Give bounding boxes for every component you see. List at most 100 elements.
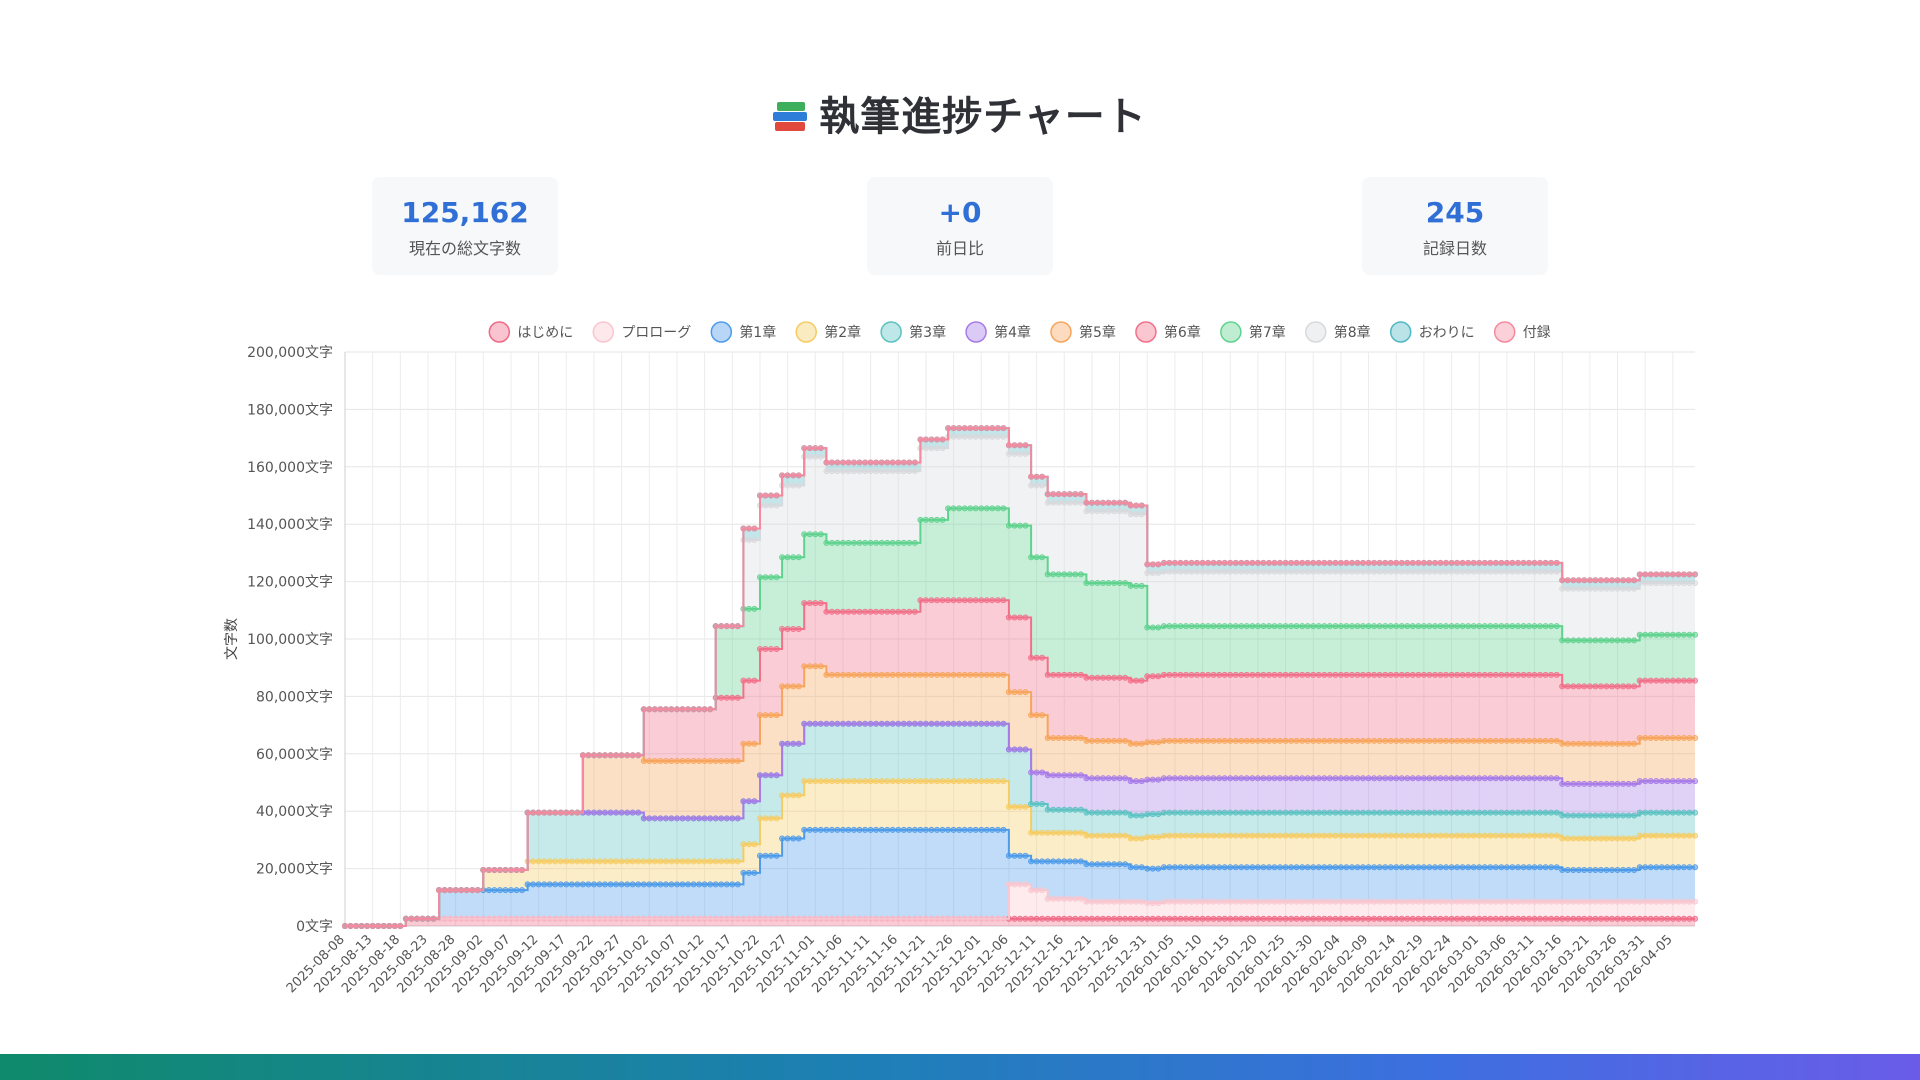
data-point (1365, 832, 1372, 839)
data-point (690, 815, 697, 822)
legend-item[interactable]: 第2章 (795, 321, 861, 343)
data-point (1631, 637, 1638, 644)
data-point (1033, 915, 1040, 922)
data-point (1044, 829, 1051, 836)
legend-item[interactable]: 第1章 (710, 321, 776, 343)
data-point (1409, 568, 1416, 575)
data-point (889, 608, 896, 615)
data-point (1094, 898, 1101, 905)
data-point (635, 752, 642, 759)
data-point (762, 646, 769, 653)
data-point (1470, 568, 1477, 575)
data-point (873, 468, 880, 475)
data-point (629, 809, 636, 816)
data-point (1520, 568, 1527, 575)
data-point (1642, 735, 1649, 742)
data-point (1282, 898, 1289, 905)
data-point (1498, 809, 1505, 816)
data-point (1033, 712, 1040, 719)
data-point (939, 915, 946, 922)
data-point (834, 671, 841, 678)
data-point (1559, 577, 1566, 584)
data-point (1111, 508, 1118, 515)
data-point (1664, 571, 1671, 578)
data-point (845, 915, 852, 922)
legend-item[interactable]: おわりに (1389, 321, 1475, 343)
data-point (961, 671, 968, 678)
data-point (1066, 806, 1073, 813)
data-point (591, 809, 598, 816)
data-point (768, 712, 775, 719)
legend-item[interactable]: 第7章 (1220, 321, 1286, 343)
data-point (1122, 898, 1129, 905)
series-area (345, 723, 1695, 926)
data-point (463, 887, 470, 894)
data-point (734, 915, 741, 922)
data-point (1680, 898, 1687, 905)
data-point (1404, 623, 1411, 630)
data-point (469, 887, 476, 894)
data-point (1243, 915, 1250, 922)
data-point (1238, 832, 1245, 839)
data-point (1371, 623, 1378, 630)
legend-item[interactable]: プロローグ (592, 321, 691, 343)
data-point (945, 671, 952, 678)
data-point (657, 858, 664, 865)
data-point (1625, 835, 1632, 842)
data-point (812, 663, 819, 670)
data-point (557, 881, 564, 888)
data-point (519, 867, 526, 874)
legend-item[interactable]: 第5章 (1050, 321, 1116, 343)
data-point (1293, 737, 1300, 744)
data-point (1326, 623, 1333, 630)
data-point (1293, 568, 1300, 575)
data-point (1692, 864, 1699, 871)
data-point (1144, 570, 1151, 577)
data-point (1609, 780, 1616, 787)
legend-item[interactable]: 付録 (1493, 321, 1551, 343)
data-point (712, 623, 719, 630)
data-point (1625, 812, 1632, 819)
data-point (624, 915, 631, 922)
data-point (1570, 740, 1577, 747)
data-point (1465, 737, 1472, 744)
data-point (1597, 867, 1604, 874)
data-point (1448, 864, 1455, 871)
data-point (1443, 832, 1450, 839)
legend-item[interactable]: はじめに (488, 321, 573, 343)
data-point (1343, 898, 1350, 905)
data-point (1642, 580, 1649, 587)
data-point (1072, 806, 1079, 813)
data-point (911, 539, 918, 546)
data-point (1503, 671, 1510, 678)
data-point (978, 671, 985, 678)
data-point (1426, 568, 1433, 575)
data-point (1039, 473, 1046, 480)
data-point (502, 915, 509, 922)
data-point (828, 915, 835, 922)
data-point (1133, 812, 1140, 819)
data-point (1260, 898, 1267, 905)
data-point (1061, 829, 1068, 836)
data-point (1160, 671, 1167, 678)
data-point (1564, 898, 1571, 905)
data-point (1625, 780, 1632, 787)
data-point (773, 646, 780, 653)
data-point (1288, 623, 1295, 630)
legend-item[interactable]: 第3章 (880, 321, 946, 343)
data-point (1487, 671, 1494, 678)
legend-item[interactable]: 第8章 (1305, 321, 1371, 343)
data-point (1686, 580, 1693, 587)
legend-label: 第1章 (739, 324, 776, 341)
data-point (1011, 746, 1018, 753)
legend-item[interactable]: 第4章 (965, 321, 1031, 343)
data-point (945, 778, 952, 785)
data-point (967, 671, 974, 678)
data-point (1354, 915, 1361, 922)
data-point (1160, 809, 1167, 816)
data-point (1077, 671, 1084, 678)
data-point (1642, 832, 1649, 839)
legend-item[interactable]: 第6章 (1135, 321, 1201, 343)
data-point (784, 472, 791, 479)
data-point (624, 809, 631, 816)
